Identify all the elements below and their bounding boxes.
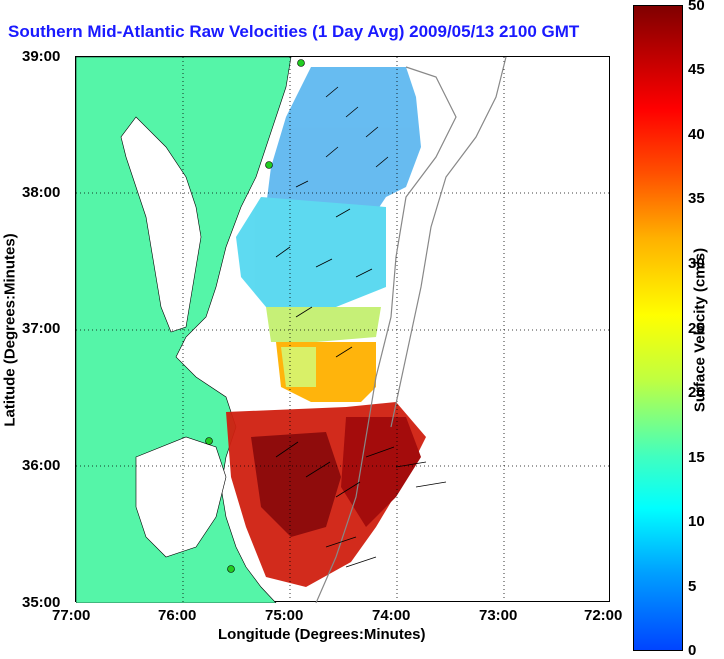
colorbar-tick: 30 — [688, 255, 705, 272]
velocity-field — [226, 67, 426, 587]
x-axis-label: Longitude (Degrees:Minutes) — [218, 626, 426, 643]
x-tick: 75:00 — [265, 607, 304, 624]
bathymetry-contour — [315, 66, 457, 603]
colorbar-tick: 50 — [688, 0, 705, 14]
chesapeake-bay — [120, 116, 202, 333]
velocity-vectors — [275, 86, 447, 568]
y-tick: 36:00 — [22, 457, 61, 474]
colorbar-tick: 40 — [688, 126, 705, 143]
y-tick: 38:00 — [22, 184, 61, 201]
colorbar-tick: 35 — [688, 190, 705, 207]
colorbar-tick: 25 — [688, 320, 705, 337]
x-tick: 73:00 — [479, 607, 518, 624]
pamlico-sound — [135, 436, 227, 558]
map-svg — [76, 57, 611, 603]
colorbar-tick: 45 — [688, 61, 705, 78]
x-tick: 72:00 — [584, 607, 623, 624]
land-north — [76, 57, 292, 603]
map-grid — [76, 57, 611, 603]
colorbar-tick: 0 — [688, 642, 697, 659]
x-tick: 77:00 — [52, 607, 91, 624]
map-panel[interactable] — [75, 56, 611, 603]
colorbar-label: Surface Velocity (cm/s) — [691, 247, 709, 413]
x-tick: 76:00 — [158, 607, 197, 624]
colorbar — [633, 5, 683, 651]
station-marker — [227, 565, 235, 573]
colorbar-tick: 15 — [688, 449, 705, 466]
colorbar-tick: 20 — [688, 384, 705, 401]
x-tick: 74:00 — [372, 607, 411, 624]
y-axis-label: Latitude (Degrees:Minutes) — [1, 233, 19, 427]
station-marker — [297, 59, 305, 67]
y-tick: 39:00 — [22, 48, 61, 65]
y-tick: 37:00 — [22, 320, 61, 337]
bathymetry-contour-2 — [390, 57, 507, 428]
plot-title: Southern Mid-Atlantic Raw Velocities (1 … — [8, 22, 580, 41]
colorbar-tick: 5 — [688, 578, 697, 595]
colorbar-tick: 10 — [688, 513, 705, 530]
station-marker — [205, 437, 213, 445]
station-markers — [205, 59, 305, 573]
y-tick: 35:00 — [22, 594, 61, 611]
station-marker — [265, 161, 273, 169]
